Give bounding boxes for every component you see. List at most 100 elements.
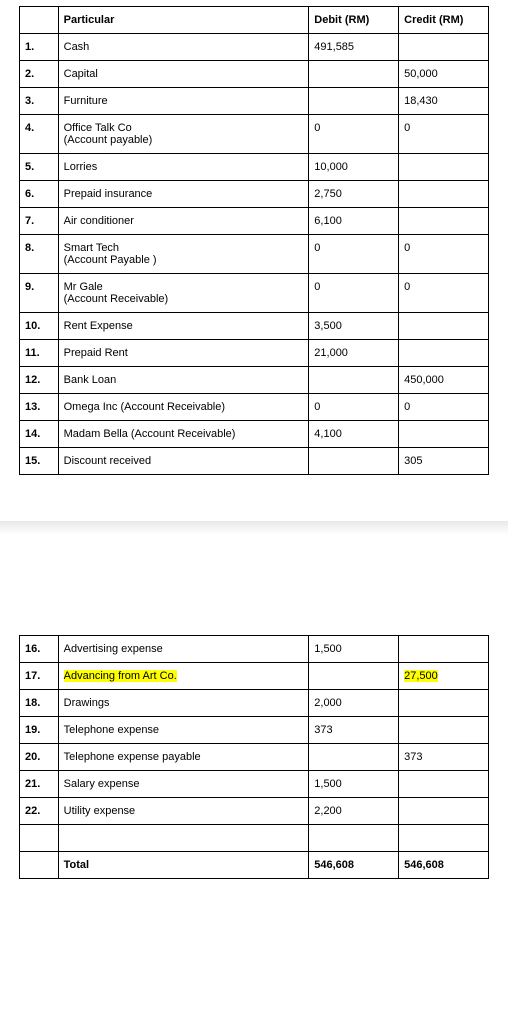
total-credit: 546,608 — [399, 852, 489, 879]
row-debit: 0 — [309, 235, 399, 274]
row-credit — [399, 34, 489, 61]
table-row: 7.Air conditioner6,100 — [20, 208, 489, 235]
row-debit: 491,585 — [309, 34, 399, 61]
row-credit: 0 — [399, 235, 489, 274]
row-particular: Advertising expense — [58, 636, 309, 663]
row-debit — [309, 88, 399, 115]
row-number: 18. — [20, 690, 59, 717]
row-particular: Discount received — [58, 448, 309, 475]
total-blank — [20, 852, 59, 879]
row-credit — [399, 421, 489, 448]
row-particular: Smart Tech(Account Payable ) — [58, 235, 309, 274]
row-debit: 4,100 — [309, 421, 399, 448]
table-row: 14.Madam Bella (Account Receivable)4,100 — [20, 421, 489, 448]
row-credit: 18,430 — [399, 88, 489, 115]
row-credit — [399, 154, 489, 181]
row-debit: 21,000 — [309, 340, 399, 367]
row-number: 17. — [20, 663, 59, 690]
blank-cell — [58, 825, 309, 852]
row-particular: Madam Bella (Account Receivable) — [58, 421, 309, 448]
page-shadow — [0, 521, 508, 535]
row-number: 11. — [20, 340, 59, 367]
row-number: 9. — [20, 274, 59, 313]
header-row: Particular Debit (RM) Credit (RM) — [20, 7, 489, 34]
row-debit — [309, 448, 399, 475]
row-number: 4. — [20, 115, 59, 154]
row-credit: 0 — [399, 394, 489, 421]
row-particular: Telephone expense — [58, 717, 309, 744]
row-number: 10. — [20, 313, 59, 340]
row-credit — [399, 181, 489, 208]
row-number: 3. — [20, 88, 59, 115]
row-particular: Office Talk Co(Account payable) — [58, 115, 309, 154]
total-label: Total — [58, 852, 309, 879]
row-credit: 0 — [399, 274, 489, 313]
row-credit: 305 — [399, 448, 489, 475]
trial-balance-table-1: Particular Debit (RM) Credit (RM) 1.Cash… — [19, 6, 489, 475]
table-row: 18.Drawings2,000 — [20, 690, 489, 717]
row-debit: 1,500 — [309, 636, 399, 663]
table-row: 1.Cash491,585 — [20, 34, 489, 61]
row-debit — [309, 367, 399, 394]
row-debit: 3,500 — [309, 313, 399, 340]
blank-cell — [309, 825, 399, 852]
table-row: 3.Furniture18,430 — [20, 88, 489, 115]
row-credit — [399, 717, 489, 744]
row-credit: 0 — [399, 115, 489, 154]
row-particular: Salary expense — [58, 771, 309, 798]
row-number: 22. — [20, 798, 59, 825]
row-debit: 0 — [309, 274, 399, 313]
row-particular: Advancing from Art Co. — [58, 663, 309, 690]
blank-cell — [399, 825, 489, 852]
row-debit: 0 — [309, 115, 399, 154]
table-row: 22.Utility expense2,200 — [20, 798, 489, 825]
row-number: 14. — [20, 421, 59, 448]
table-row: 4.Office Talk Co(Account payable)00 — [20, 115, 489, 154]
table-row: 17. Advancing from Art Co. 27,500 — [20, 663, 489, 690]
row-credit: 27,500 — [399, 663, 489, 690]
row-number: 5. — [20, 154, 59, 181]
table-row: 13.Omega Inc (Account Receivable)00 — [20, 394, 489, 421]
total-row: Total546,608546,608 — [20, 852, 489, 879]
row-particular: Telephone expense payable — [58, 744, 309, 771]
table-row: 10.Rent Expense3,500 — [20, 313, 489, 340]
row-particular: Omega Inc (Account Receivable) — [58, 394, 309, 421]
row-debit — [309, 61, 399, 88]
row-debit: 2,750 — [309, 181, 399, 208]
header-debit: Debit (RM) — [309, 7, 399, 34]
table-row: 5.Lorries10,000 — [20, 154, 489, 181]
header-particular: Particular — [58, 7, 309, 34]
row-number: 2. — [20, 61, 59, 88]
row-particular: Prepaid insurance — [58, 181, 309, 208]
row-particular: Cash — [58, 34, 309, 61]
row-credit — [399, 636, 489, 663]
row-particular: Mr Gale(Account Receivable) — [58, 274, 309, 313]
row-number: 16. — [20, 636, 59, 663]
row-number: 19. — [20, 717, 59, 744]
row-particular: Utility expense — [58, 798, 309, 825]
total-debit: 546,608 — [309, 852, 399, 879]
row-credit — [399, 313, 489, 340]
row-credit: 373 — [399, 744, 489, 771]
row-debit: 2,200 — [309, 798, 399, 825]
row-number: 8. — [20, 235, 59, 274]
table-row: 15.Discount received305 — [20, 448, 489, 475]
highlighted-text: 27,500 — [404, 670, 438, 682]
row-number: 12. — [20, 367, 59, 394]
header-blank — [20, 7, 59, 34]
table-row: 6.Prepaid insurance2,750 — [20, 181, 489, 208]
row-debit: 6,100 — [309, 208, 399, 235]
table-row: 20.Telephone expense payable373 — [20, 744, 489, 771]
row-number: 1. — [20, 34, 59, 61]
table-row: 21.Salary expense1,500 — [20, 771, 489, 798]
row-particular: Bank Loan — [58, 367, 309, 394]
row-debit: 1,500 — [309, 771, 399, 798]
table-row-blank — [20, 825, 489, 852]
row-particular: Rent Expense — [58, 313, 309, 340]
table-row: 8.Smart Tech(Account Payable )00 — [20, 235, 489, 274]
highlighted-text: Advancing from Art Co. — [64, 670, 177, 682]
row-credit — [399, 771, 489, 798]
row-particular: Air conditioner — [58, 208, 309, 235]
row-credit — [399, 340, 489, 367]
row-number: 6. — [20, 181, 59, 208]
